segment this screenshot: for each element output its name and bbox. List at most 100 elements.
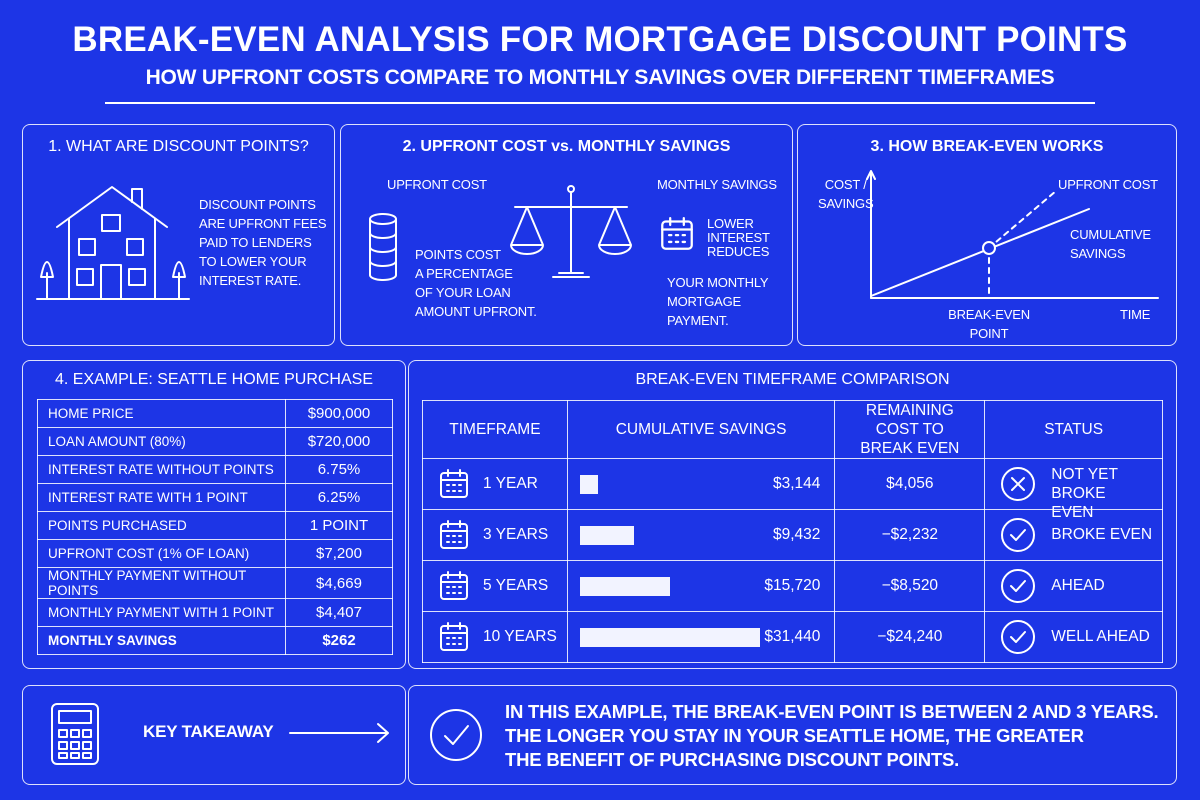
text-line: CUMULATIVE (1070, 227, 1151, 242)
row: 1 YEAR $3,144 $4,056 NOT YET BROKE EVEN (422, 458, 1163, 521)
text-line: POINT (969, 326, 1009, 341)
savings-text: YOUR MONTHLY MORTGAGE PAYMENT. (667, 273, 769, 330)
row-value: $900,000 (285, 399, 393, 428)
row-label: LOAN AMOUNT (80%) (37, 427, 286, 456)
savings: $9,432 (772, 526, 821, 543)
y-axis-label: COST / SAVINGS (818, 175, 874, 213)
timeframe: 1 YEAR (483, 475, 538, 492)
example-row: POINTS PURCHASED 1 POINT (37, 511, 393, 540)
calendar-icon (439, 622, 469, 652)
scale-icon (510, 185, 632, 278)
upfront-label: UPFRONT COST (1058, 177, 1158, 192)
timeframe: 3 YEARS (483, 526, 549, 543)
savings: $3,144 (772, 475, 821, 492)
break-even-diagram (866, 170, 1159, 299)
panel-cost-vs-savings: 2. UPFRONT COST vs. MONTHLY SAVINGS UPFR… (340, 124, 793, 346)
example-row: HOME PRICE $900,000 (37, 399, 393, 428)
text-line: POINTS COST (415, 247, 501, 262)
status: BROKE EVEN (1051, 526, 1153, 543)
example-row: INTEREST RATE WITH 1 POINT 6.25% (37, 483, 393, 512)
comparison-table: TIMEFRAME CUMULATIVE SAVINGS REMAINING C… (422, 400, 1163, 663)
example-table: HOME PRICE $900,000 LOAN AMOUNT (80%) $720,… (37, 399, 393, 655)
check-icon (1001, 620, 1035, 654)
savings-bar (579, 628, 760, 647)
savings-bar (579, 577, 670, 596)
text-line: PAYMENT. (667, 313, 729, 328)
text-line: DISCOUNT POINTS (199, 197, 316, 212)
text-line: IN THIS EXAMPLE, THE BREAK-EVEN POINT IS… (505, 701, 1159, 722)
text-line: SAVINGS (1070, 246, 1126, 261)
timeframe: 10 YEARS (483, 628, 557, 645)
column-header: STATUS (984, 400, 1163, 459)
status-cell: BROKE EVEN (984, 509, 1163, 561)
timeframe: 5 YEARS (483, 577, 549, 594)
savings-label: MONTHLY SAVINGS (657, 177, 777, 192)
row-value: 6.75% (285, 455, 393, 484)
row: 10 YEARS $31,440 −$24,240 WELL AHEAD (422, 611, 1163, 663)
takeaway-label: KEY TAKEAWAY (143, 722, 274, 741)
panel-text: DISCOUNT POINTS ARE UPFRONT FEES PAID TO… (199, 195, 327, 290)
text-line: OF YOUR LOAN (415, 285, 511, 300)
example-row: LOAN AMOUNT (80%) $720,000 (37, 427, 393, 456)
example-row: MONTHLY SAVINGS $262 (37, 626, 393, 655)
panel-title: BREAK-EVEN TIMEFRAME COMPARISON (635, 371, 950, 388)
check-icon (1001, 518, 1035, 552)
status: WELL AHEAD (1051, 628, 1150, 645)
remaining-cell: −$8,520 (834, 560, 986, 612)
row-label: MONTHLY PAYMENT WITHOUT POINTS (37, 567, 286, 599)
savings-cell: $3,144 (566, 458, 836, 510)
header-rule (105, 102, 1095, 104)
savings-cell: $9,432 (566, 509, 836, 561)
panel-title: 1. WHAT ARE DISCOUNT POINTS? (48, 138, 309, 155)
takeaway-text: IN THIS EXAMPLE, THE BREAK-EVEN POINT IS… (505, 700, 1159, 772)
text-line: BREAK-EVEN (948, 307, 1030, 322)
row-label: UPFRONT COST (1% OF LOAN) (37, 539, 286, 568)
savings-cell: $15,720 (566, 560, 836, 612)
arrow-icon (289, 723, 389, 743)
remaining-cell: −$24,240 (834, 611, 986, 663)
row-label: MONTHLY PAYMENT WITH 1 POINT (37, 598, 286, 627)
row-value: $720,000 (285, 427, 393, 456)
calendar-icon (439, 469, 469, 499)
row-label: INTEREST RATE WITH 1 POINT (37, 483, 286, 512)
page-title: BREAK-EVEN ANALYSIS FOR MORTGAGE DISCOUN… (72, 20, 1128, 59)
panel-title: 4. EXAMPLE: SEATTLE HOME PURCHASE (54, 371, 373, 388)
savings-bar (579, 475, 598, 494)
row-value: $262 (285, 626, 393, 655)
text-line: A PERCENTAGE (415, 266, 513, 281)
row-value: 1 POINT (285, 511, 393, 540)
savings-label: CUMULATIVE SAVINGS (1070, 225, 1151, 263)
calendar-icon (439, 571, 469, 601)
text-line: REDUCES (707, 244, 770, 259)
example-body: HOME PRICE $900,000 LOAN AMOUNT (80%) $720,… (37, 399, 393, 655)
check-icon (430, 709, 482, 761)
savings-cell: $31,440 (566, 611, 836, 663)
savings: $15,720 (764, 577, 821, 594)
text-line: MORTGAGE (667, 294, 742, 309)
timeframe-cell: 3 YEARS (422, 509, 568, 561)
column-header: TIMEFRAME (422, 400, 568, 459)
row-label: MONTHLY SAVINGS (37, 626, 286, 655)
text-line: THE BENEFIT OF PURCHASING DISCOUNT POINT… (505, 749, 960, 770)
column-header: CUMULATIVE SAVINGS (566, 400, 836, 459)
text-line: PAID TO LENDERS (199, 235, 312, 250)
status: AHEAD (1051, 577, 1105, 594)
savings-text: LOWER INTEREST REDUCES (707, 217, 770, 259)
row-value: $7,200 (285, 539, 393, 568)
remaining-cell: −$2,232 (834, 509, 986, 561)
text-line: AMOUNT UPFRONT. (415, 304, 537, 319)
text-line: YOUR MONTHLY (667, 275, 769, 290)
row-label: INTEREST RATE WITHOUT POINTS (37, 455, 286, 484)
status-cell: WELL AHEAD (984, 611, 1163, 663)
text-line: THE LONGER YOU STAY IN YOUR SEATTLE HOME… (505, 725, 1084, 746)
example-row: UPFRONT COST (1% OF LOAN) $7,200 (37, 539, 393, 568)
column-header: REMAINING COST TO BREAK EVEN (834, 400, 986, 459)
example-row: MONTHLY PAYMENT WITHOUT POINTS $4,669 (37, 567, 393, 599)
row-value: $4,407 (285, 598, 393, 627)
panel-example: 4. EXAMPLE: SEATTLE HOME PURCHASE HOME P… (22, 360, 406, 669)
house-icon (36, 186, 190, 300)
row: 3 YEARS $9,432 −$2,232 BROKE EVEN (422, 509, 1163, 561)
text-line: TO LOWER YOUR (199, 254, 307, 269)
status-cell: AHEAD (984, 560, 1163, 612)
